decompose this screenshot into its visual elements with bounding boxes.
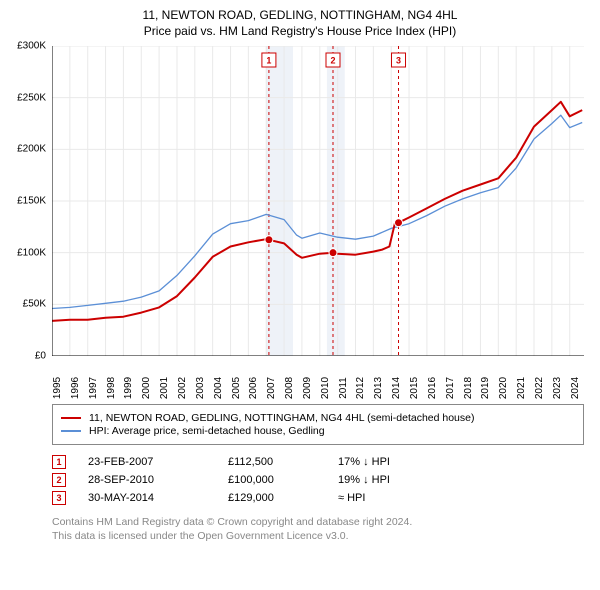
- x-tick-label: 2006: [248, 377, 259, 399]
- sale-date: 28-SEP-2010: [88, 474, 228, 486]
- x-tick-label: 2023: [552, 377, 563, 399]
- x-tick-label: 2003: [195, 377, 206, 399]
- chart-title-line1: 11, NEWTON ROAD, GEDLING, NOTTINGHAM, NG…: [10, 8, 590, 22]
- x-tick-label: 1999: [123, 377, 134, 399]
- y-tick-label: £200K: [17, 144, 46, 155]
- sale-row: 1 23-FEB-2007£112,50017% ↓ HPI: [52, 455, 584, 469]
- sale-vs-hpi: ≈ HPI: [338, 492, 458, 504]
- svg-text:3: 3: [396, 56, 401, 66]
- y-tick-label: £150K: [17, 196, 46, 207]
- y-axis-labels: £0£50K£100K£150K£200K£250K£300K: [10, 46, 50, 356]
- x-tick-label: 2001: [159, 377, 170, 399]
- x-tick-label: 1996: [70, 377, 81, 399]
- legend: 11, NEWTON ROAD, GEDLING, NOTTINGHAM, NG…: [52, 404, 584, 445]
- x-tick-label: 2008: [284, 377, 295, 399]
- x-tick-label: 2002: [177, 377, 188, 399]
- x-tick-label: 2019: [480, 377, 491, 399]
- chart-title-line2: Price paid vs. HM Land Registry's House …: [10, 24, 590, 38]
- x-tick-label: 2018: [463, 377, 474, 399]
- x-tick-label: 2010: [320, 377, 331, 399]
- legend-swatch: [61, 417, 81, 419]
- sale-marker-icon: 3: [52, 491, 66, 505]
- sale-row: 2 28-SEP-2010£100,00019% ↓ HPI: [52, 473, 584, 487]
- chart-container: 11, NEWTON ROAD, GEDLING, NOTTINGHAM, NG…: [0, 0, 600, 553]
- y-tick-label: £50K: [23, 299, 46, 310]
- x-tick-label: 1998: [106, 377, 117, 399]
- x-tick-label: 2020: [498, 377, 509, 399]
- footer-attribution: Contains HM Land Registry data © Crown c…: [52, 515, 584, 543]
- x-tick-label: 2009: [302, 377, 313, 399]
- x-tick-label: 2005: [231, 377, 242, 399]
- legend-label: HPI: Average price, semi-detached house,…: [89, 425, 325, 437]
- footer-line1: Contains HM Land Registry data © Crown c…: [52, 515, 584, 529]
- y-tick-label: £100K: [17, 247, 46, 258]
- sale-price: £112,500: [228, 456, 338, 468]
- x-tick-label: 2022: [534, 377, 545, 399]
- x-tick-label: 2011: [338, 377, 349, 399]
- x-tick-label: 2021: [516, 377, 527, 399]
- y-tick-label: £250K: [17, 92, 46, 103]
- plot-area: £0£50K£100K£150K£200K£250K£300K 123: [52, 46, 584, 356]
- sales-table: 1 23-FEB-2007£112,50017% ↓ HPI 2 28-SEP-201…: [52, 455, 584, 505]
- y-tick-label: £300K: [17, 41, 46, 52]
- footer-line2: This data is licensed under the Open Gov…: [52, 529, 584, 543]
- sale-price: £100,000: [228, 474, 338, 486]
- x-tick-label: 1995: [52, 377, 63, 399]
- legend-row: HPI: Average price, semi-detached house,…: [61, 425, 575, 437]
- sale-price: £129,000: [228, 492, 338, 504]
- sale-date: 23-FEB-2007: [88, 456, 228, 468]
- svg-text:2: 2: [330, 56, 335, 66]
- svg-text:1: 1: [266, 56, 271, 66]
- x-tick-label: 2014: [391, 377, 402, 399]
- legend-row: 11, NEWTON ROAD, GEDLING, NOTTINGHAM, NG…: [61, 412, 575, 424]
- legend-label: 11, NEWTON ROAD, GEDLING, NOTTINGHAM, NG…: [89, 412, 475, 424]
- x-tick-label: 2000: [141, 377, 152, 399]
- x-tick-label: 2015: [409, 377, 420, 399]
- sale-date: 30-MAY-2014: [88, 492, 228, 504]
- x-tick-label: 2012: [355, 377, 366, 399]
- x-tick-label: 2004: [213, 377, 224, 399]
- x-tick-label: 2007: [266, 377, 277, 399]
- sale-marker-icon: 1: [52, 455, 66, 469]
- legend-swatch: [61, 430, 81, 432]
- x-tick-label: 1997: [88, 377, 99, 399]
- x-tick-label: 2024: [570, 377, 581, 399]
- sale-row: 3 30-MAY-2014£129,000≈ HPI: [52, 491, 584, 505]
- sale-vs-hpi: 17% ↓ HPI: [338, 456, 458, 468]
- x-tick-label: 2017: [445, 377, 456, 399]
- sale-marker-icon: 2: [52, 473, 66, 487]
- line-chart-svg: 1 2 3: [52, 46, 584, 356]
- sale-vs-hpi: 19% ↓ HPI: [338, 474, 458, 486]
- x-axis-labels: 1995 1996 1997 1998 1999 2000 2001 2002 2003 2004…: [52, 360, 584, 396]
- x-tick-label: 2016: [427, 377, 438, 399]
- y-tick-label: £0: [35, 351, 46, 362]
- x-tick-label: 2013: [373, 377, 384, 399]
